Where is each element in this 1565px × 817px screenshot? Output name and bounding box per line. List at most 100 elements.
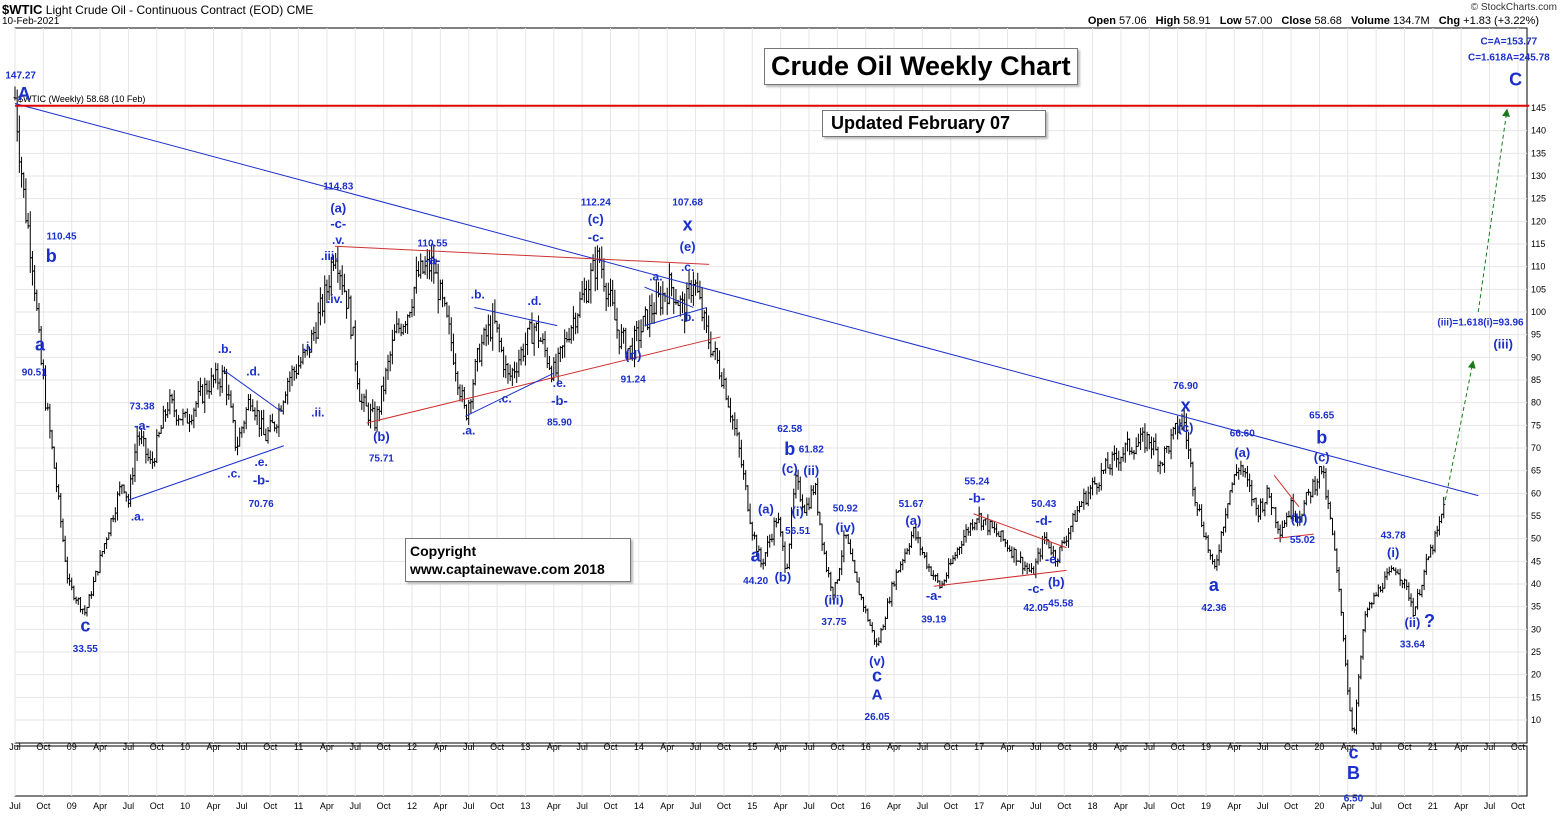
x-tick-label: Jul — [463, 742, 475, 752]
x-tick-label: Jul — [236, 801, 248, 811]
x-tick-label: 19 — [1201, 801, 1211, 811]
y-tick-label: 60 — [1531, 488, 1541, 498]
y-tick-label: 135 — [1531, 148, 1546, 158]
wave-label: .d. — [246, 364, 260, 378]
wave-label: x — [683, 214, 693, 234]
wave-label: 33.64 — [1400, 639, 1425, 650]
x-tick-label: Apr — [660, 742, 674, 752]
wave-label: 110.45 — [46, 231, 76, 242]
y-tick-label: 45 — [1531, 556, 1541, 566]
x-tick-label: Apr — [887, 801, 901, 811]
wave-label: b — [1316, 427, 1327, 447]
y-tick-label: 100 — [1531, 307, 1546, 317]
exchange: CME — [286, 3, 314, 17]
wave-label: 42.05 — [1023, 603, 1048, 614]
wave-label: .ii. — [311, 405, 324, 419]
x-tick-label: Oct — [1511, 742, 1526, 752]
y-tick-label: 145 — [1531, 103, 1546, 113]
x-tick-label: Apr — [887, 742, 901, 752]
x-tick-label: Oct — [1171, 801, 1186, 811]
wave-label: 37.75 — [821, 617, 846, 628]
wave-label: (iii) — [1493, 336, 1513, 351]
wave-label: (b) — [373, 429, 390, 444]
wave-label: (i) — [1387, 545, 1399, 560]
x-tick-label: Oct — [717, 742, 732, 752]
x-tick-label: Jul — [9, 742, 21, 752]
wave-label: c — [1348, 743, 1358, 763]
wave-label: 73.38 — [130, 401, 155, 412]
wave-label: b — [46, 246, 57, 266]
x-tick-label: Apr — [1454, 742, 1468, 752]
trendline — [224, 370, 282, 413]
stat-high: High 58.91 — [1155, 15, 1214, 27]
wave-label: (ii) — [803, 463, 819, 478]
x-tick-label: Oct — [1057, 742, 1072, 752]
y-tick-label: 55 — [1531, 511, 1541, 521]
wave-label: .b. — [471, 287, 485, 301]
y-tick-label: 105 — [1531, 284, 1546, 294]
wave-label: 147.27 — [5, 71, 36, 82]
wave-label: .i. — [303, 340, 313, 354]
trendline — [644, 286, 694, 308]
x-tick-label: Jul — [9, 801, 21, 811]
wave-label: .d. — [528, 294, 542, 308]
wave-label: 62.58 — [777, 424, 802, 435]
x-tick-label: 16 — [861, 742, 871, 752]
x-tick-label: Jul — [1144, 801, 1156, 811]
x-tick-label: 13 — [520, 801, 530, 811]
x-tick-label: 21 — [1428, 801, 1438, 811]
x-tick-label: 09 — [67, 742, 77, 752]
wave-label: (b) — [1048, 574, 1065, 589]
y-tick-label: 90 — [1531, 352, 1541, 362]
wave-label: 33.55 — [73, 644, 98, 655]
wave-label: 114.83 — [323, 182, 353, 193]
y-tick-label: 70 — [1531, 443, 1541, 453]
x-tick-label: 16 — [861, 801, 871, 811]
wave-label: -c- — [588, 230, 604, 245]
wave-label: 43.78 — [1381, 531, 1406, 542]
wave-label: (c) — [588, 212, 604, 227]
wave-label: .b. — [218, 342, 232, 356]
x-tick-label: Jul — [917, 801, 929, 811]
x-tick-label: Apr — [660, 801, 674, 811]
wave-label: (b) — [775, 570, 792, 585]
x-tick-label: Apr — [547, 801, 561, 811]
y-tick-label: 75 — [1531, 420, 1541, 430]
wave-label: ? — [1424, 611, 1435, 631]
y-tick-label: 25 — [1531, 647, 1541, 657]
x-tick-label: Oct — [1057, 801, 1072, 811]
x-tick-label: Apr — [1000, 801, 1014, 811]
x-tick-label: Apr — [1341, 801, 1355, 811]
stat-low: Low 57.00 — [1219, 15, 1276, 27]
x-tick-label: Oct — [603, 801, 618, 811]
x-tick-label: Oct — [1171, 742, 1186, 752]
x-tick-label: Oct — [830, 801, 845, 811]
x-tick-label: Jul — [350, 742, 362, 752]
x-tick-label: Jul — [803, 742, 815, 752]
y-tick-label: 10 — [1531, 715, 1541, 725]
y-tick-label: 140 — [1531, 126, 1546, 136]
chart-date: 10-Feb-2021 — [2, 16, 60, 27]
wave-label: C=A=153.77 — [1480, 37, 1537, 48]
x-tick-label: Apr — [433, 801, 447, 811]
wave-label: 50.92 — [833, 503, 858, 514]
wave-label: .b. — [681, 310, 695, 324]
wave-label: .c. — [681, 260, 694, 274]
wave-label: B — [1347, 763, 1360, 783]
x-tick-label: Oct — [1284, 742, 1299, 752]
x-tick-label: Jul — [1257, 742, 1269, 752]
wave-label: 50.43 — [1031, 499, 1056, 510]
x-tick-label: 20 — [1314, 801, 1324, 811]
x-tick-label: Jul — [690, 801, 702, 811]
x-tick-label: Apr — [547, 742, 561, 752]
wave-label: 76.90 — [1173, 381, 1198, 392]
x-tick-label: Oct — [150, 801, 165, 811]
stat-chg: Chg +1.83 (+3.22%) — [1438, 15, 1539, 27]
x-tick-label: Oct — [1397, 801, 1412, 811]
wave-label: .e. — [553, 376, 566, 390]
wave-label: a — [1209, 575, 1220, 595]
wave-label: C=1.618A=245.78 — [1468, 52, 1550, 63]
y-tick-label: 85 — [1531, 375, 1541, 385]
wave-label: (a) — [1234, 445, 1250, 460]
